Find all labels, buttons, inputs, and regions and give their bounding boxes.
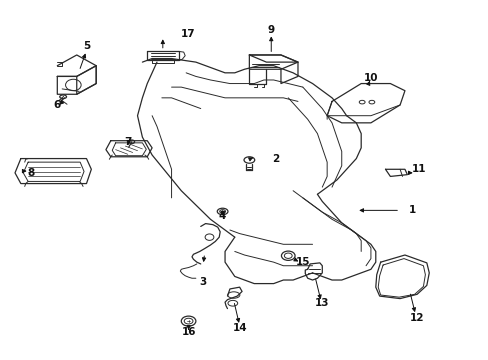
Text: 3: 3 <box>199 277 206 287</box>
Text: 7: 7 <box>124 138 131 148</box>
Text: 1: 1 <box>408 205 415 215</box>
Text: 16: 16 <box>181 327 195 337</box>
Text: 13: 13 <box>314 298 329 308</box>
Text: 11: 11 <box>411 164 426 174</box>
Text: 15: 15 <box>295 257 309 267</box>
Text: 8: 8 <box>27 168 34 178</box>
Text: 6: 6 <box>54 100 61 110</box>
Text: 14: 14 <box>232 323 246 333</box>
Text: 5: 5 <box>82 41 90 51</box>
Text: 10: 10 <box>363 73 377 83</box>
Text: 2: 2 <box>272 154 279 163</box>
Text: 12: 12 <box>409 312 424 323</box>
Text: 4: 4 <box>219 211 226 221</box>
Text: 17: 17 <box>181 28 196 39</box>
Text: 9: 9 <box>267 25 274 35</box>
